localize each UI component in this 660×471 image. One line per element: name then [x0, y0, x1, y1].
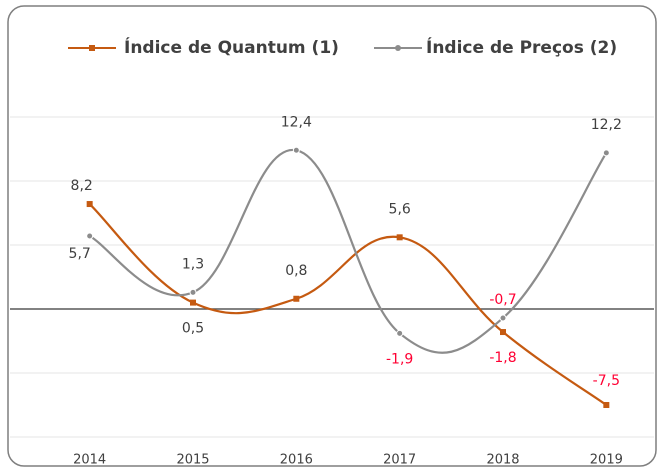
point-marker — [500, 329, 506, 336]
data-label: 1,3 — [182, 256, 204, 272]
x-tick-label: 2017 — [383, 453, 416, 468]
legend-label: Índice de Preços (2) — [426, 36, 617, 58]
point-marker — [86, 232, 94, 240]
x-tick-label: 2019 — [590, 453, 623, 468]
data-label: 12,2 — [591, 117, 622, 133]
chart-frame — [7, 5, 657, 467]
data-label: 12,4 — [281, 114, 312, 130]
point-marker — [396, 234, 403, 241]
legend-label: Índice de Quantum (1) — [124, 36, 339, 58]
point-marker — [602, 149, 610, 157]
point-marker — [292, 146, 300, 154]
legend-marker — [89, 45, 95, 51]
data-label: -1,8 — [489, 350, 516, 366]
data-label: -7,5 — [593, 373, 620, 389]
legend-marker — [395, 45, 401, 51]
data-label: 0,5 — [182, 321, 204, 337]
data-label: 5,6 — [389, 201, 411, 217]
x-tick-label: 2018 — [486, 453, 519, 468]
x-tick-label: 2015 — [176, 453, 209, 468]
point-marker — [603, 402, 610, 408]
point-marker — [86, 201, 93, 208]
data-label: 0,8 — [285, 263, 307, 279]
point-marker — [396, 329, 404, 337]
data-label: -0,7 — [489, 292, 516, 308]
point-marker — [189, 288, 197, 296]
x-tick-label: 2016 — [280, 453, 313, 468]
data-label: -1,9 — [386, 351, 413, 367]
data-label: 5,7 — [69, 246, 91, 262]
series-line — [88, 203, 607, 406]
point-marker — [293, 295, 300, 302]
data-label: 8,2 — [71, 178, 93, 194]
x-tick-label: 2014 — [73, 453, 106, 468]
point-marker — [499, 314, 507, 322]
point-marker — [190, 299, 196, 306]
